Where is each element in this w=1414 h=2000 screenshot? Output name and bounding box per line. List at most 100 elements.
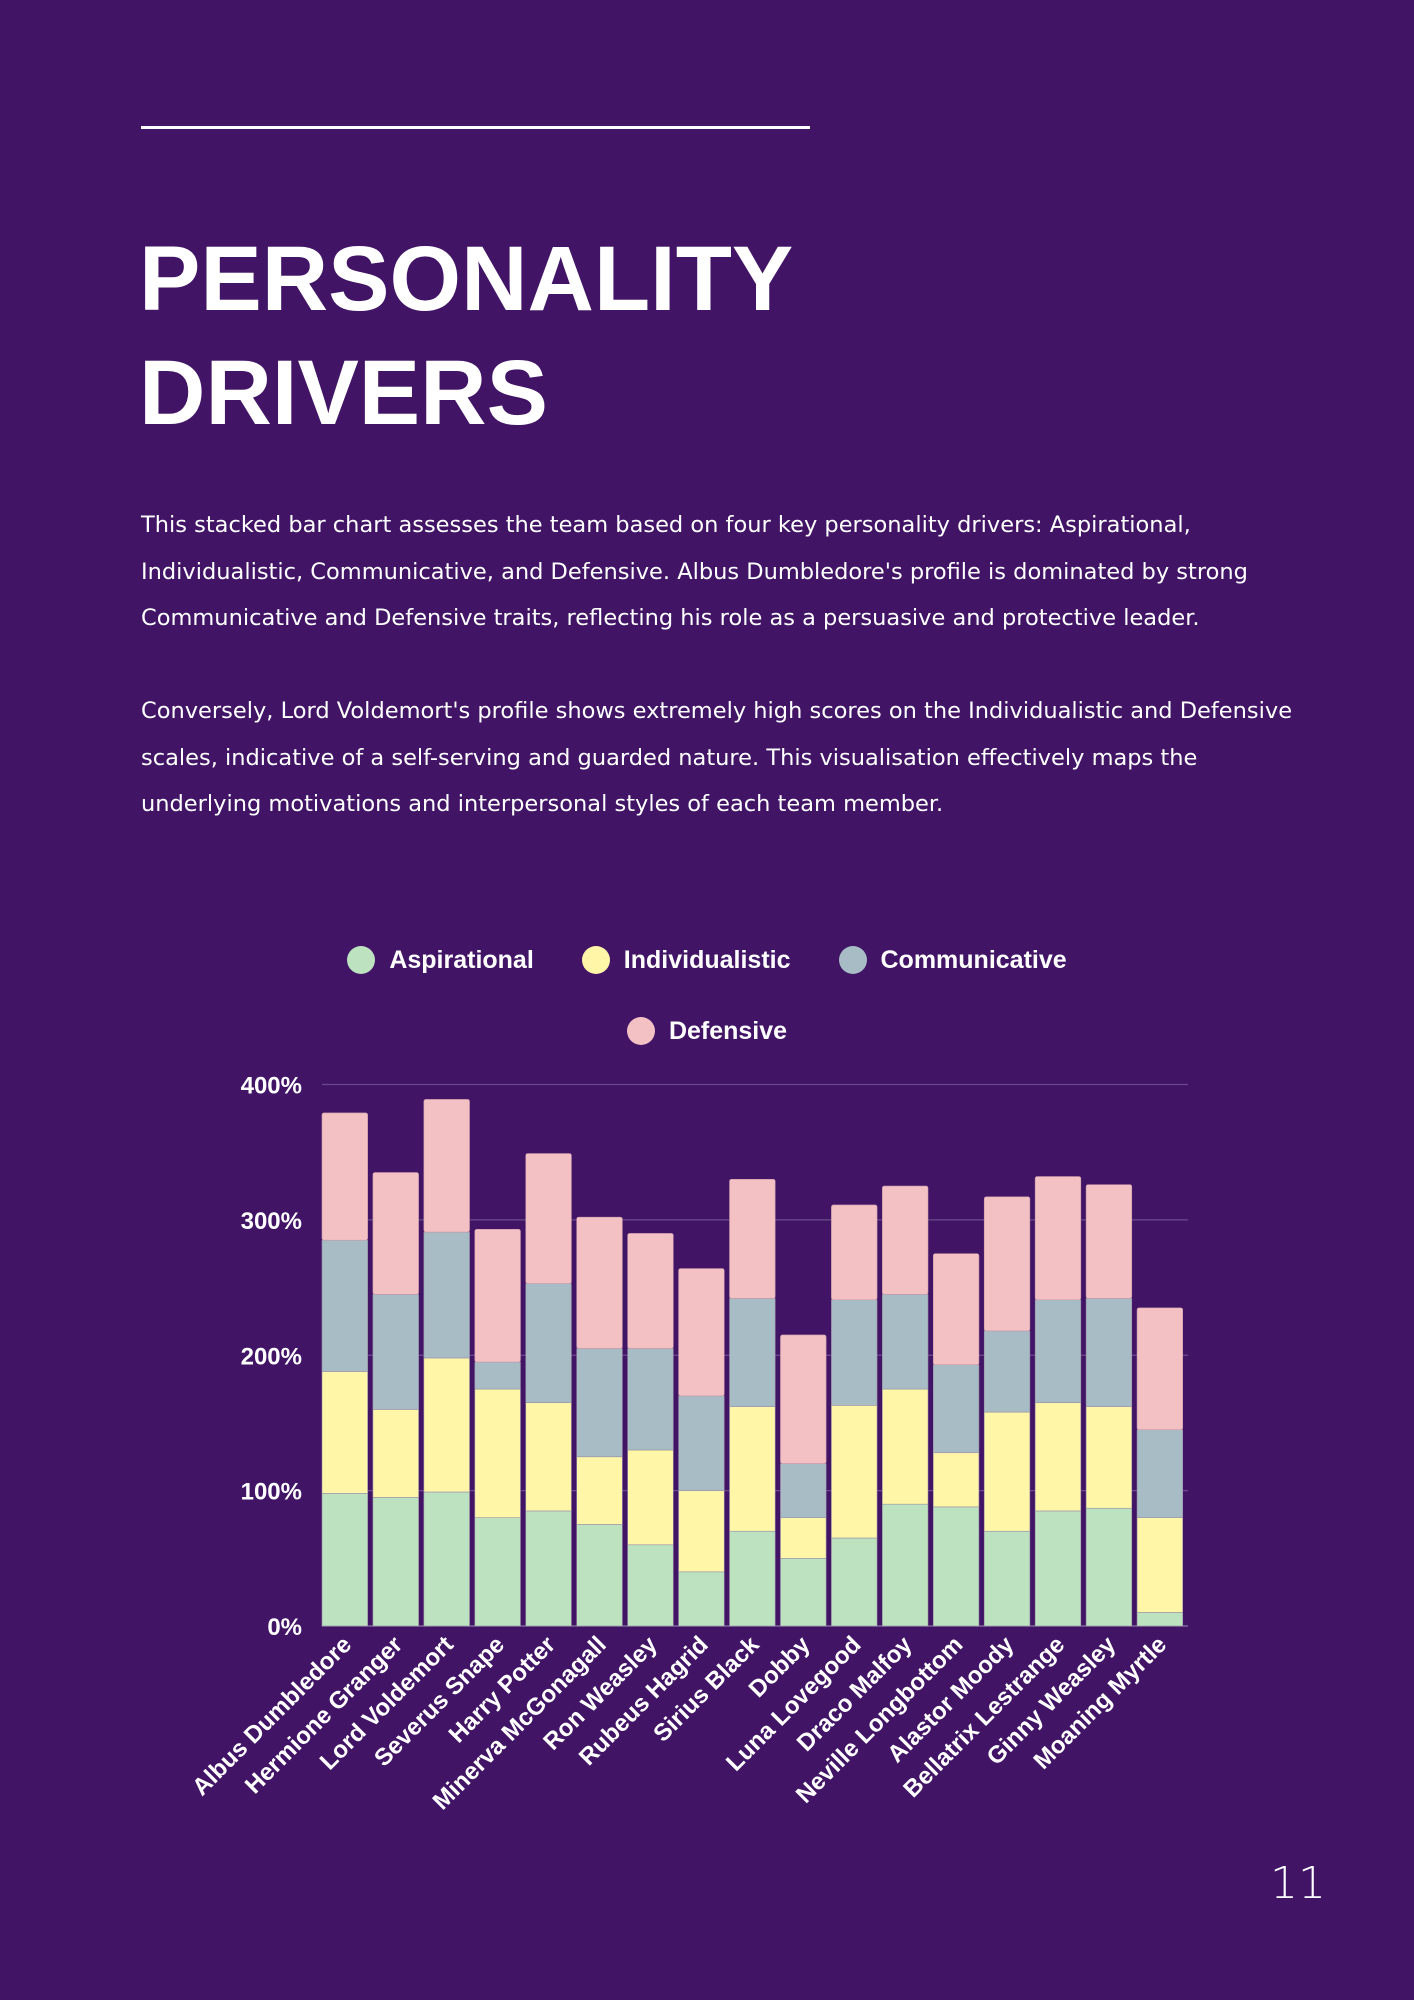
bar-segment-aspirational[interactable] xyxy=(882,1503,929,1627)
bar-segment-aspirational[interactable] xyxy=(729,1530,776,1627)
bar-segment-individualistic[interactable] xyxy=(1136,1517,1184,1613)
bar-stack[interactable] xyxy=(882,1185,929,1627)
y-tick-label: 200% xyxy=(241,1343,302,1370)
bar-stack[interactable] xyxy=(1136,1307,1184,1627)
bar-segment-aspirational[interactable] xyxy=(1136,1612,1184,1627)
bar-segment-defensive[interactable] xyxy=(1034,1176,1082,1301)
bar-segment-communicative[interactable] xyxy=(1136,1429,1184,1519)
bar-segment-communicative[interactable] xyxy=(1085,1298,1133,1407)
bar-segment-communicative[interactable] xyxy=(321,1239,368,1372)
bar-segment-aspirational[interactable] xyxy=(627,1544,674,1627)
bar-segment-defensive[interactable] xyxy=(1085,1184,1133,1299)
bar-segment-communicative[interactable] xyxy=(525,1283,572,1403)
bar-stack[interactable] xyxy=(474,1229,521,1627)
bar-segment-communicative[interactable] xyxy=(627,1348,674,1451)
bar-segment-aspirational[interactable] xyxy=(932,1506,980,1627)
bar-segment-individualistic[interactable] xyxy=(983,1411,1031,1532)
bar-stack[interactable] xyxy=(1034,1176,1082,1627)
bar-segment-communicative[interactable] xyxy=(932,1364,980,1454)
bar-segment-aspirational[interactable] xyxy=(983,1530,1031,1627)
bar-segment-defensive[interactable] xyxy=(474,1229,521,1363)
legend-item-communicative[interactable]: Communicative xyxy=(838,945,1067,975)
bar-segment-individualistic[interactable] xyxy=(882,1388,929,1505)
bar-segment-individualistic[interactable] xyxy=(729,1406,776,1532)
bar-stack[interactable] xyxy=(525,1153,572,1627)
bar-segment-communicative[interactable] xyxy=(1034,1299,1082,1403)
bar-stack[interactable] xyxy=(372,1172,419,1627)
bar-segment-aspirational[interactable] xyxy=(576,1524,623,1627)
bar-segment-individualistic[interactable] xyxy=(831,1405,878,1539)
bar-segment-communicative[interactable] xyxy=(983,1330,1031,1413)
bar-segment-aspirational[interactable] xyxy=(423,1491,470,1627)
bar-segment-communicative[interactable] xyxy=(831,1299,878,1406)
bar-segment-individualistic[interactable] xyxy=(678,1490,725,1573)
bar-segment-aspirational[interactable] xyxy=(372,1497,419,1627)
legend-item-aspirational[interactable]: Aspirational xyxy=(347,945,534,975)
bar-segment-communicative[interactable] xyxy=(729,1298,776,1407)
bar-segment-individualistic[interactable] xyxy=(1085,1406,1133,1509)
y-tick-label: 0% xyxy=(267,1614,302,1641)
bar-segment-defensive[interactable] xyxy=(576,1216,623,1349)
bar-stack[interactable] xyxy=(1085,1184,1133,1627)
bar-stack[interactable] xyxy=(576,1216,623,1627)
bar-segment-communicative[interactable] xyxy=(474,1361,521,1390)
bar-segment-aspirational[interactable] xyxy=(831,1537,878,1627)
page-number: 11 xyxy=(1270,1858,1326,1909)
bar-segment-aspirational[interactable] xyxy=(1034,1510,1082,1627)
bar-stack[interactable] xyxy=(678,1268,725,1627)
legend-item-individualistic[interactable]: Individualistic xyxy=(581,946,791,975)
bar-segment-aspirational[interactable] xyxy=(321,1493,368,1627)
bar-stack[interactable] xyxy=(780,1334,827,1627)
bar-segment-defensive[interactable] xyxy=(1136,1307,1184,1431)
bar-segment-communicative[interactable] xyxy=(678,1395,725,1491)
bar-segment-communicative[interactable] xyxy=(372,1294,419,1410)
bar-segment-defensive[interactable] xyxy=(983,1196,1031,1332)
bar-segment-communicative[interactable] xyxy=(576,1348,623,1458)
bar-segment-communicative[interactable] xyxy=(882,1294,929,1390)
legend-label-aspirational: Aspirational xyxy=(389,945,534,974)
bar-segment-defensive[interactable] xyxy=(423,1099,470,1233)
bar-stack[interactable] xyxy=(932,1253,980,1627)
legend-item-defensive[interactable]: Defensive xyxy=(626,1016,788,1046)
bar-segment-defensive[interactable] xyxy=(882,1185,929,1295)
y-axis: 0% 100% 200% 300% 400% xyxy=(241,1073,302,1642)
bar-stack[interactable] xyxy=(729,1178,776,1627)
bar-stack[interactable] xyxy=(423,1099,470,1627)
bar-segment-defensive[interactable] xyxy=(780,1334,827,1464)
bar-segment-defensive[interactable] xyxy=(321,1112,368,1241)
bar-segment-aspirational[interactable] xyxy=(474,1517,521,1627)
bar-segment-communicative[interactable] xyxy=(423,1231,470,1359)
bar-stack[interactable] xyxy=(831,1204,878,1627)
bar-segment-aspirational[interactable] xyxy=(678,1571,725,1627)
bar-segment-defensive[interactable] xyxy=(525,1153,572,1284)
bar-segment-defensive[interactable] xyxy=(627,1233,674,1349)
bar-segment-individualistic[interactable] xyxy=(474,1388,521,1518)
bar-segment-aspirational[interactable] xyxy=(780,1558,827,1627)
bar-segment-individualistic[interactable] xyxy=(423,1357,470,1493)
bar-segment-individualistic[interactable] xyxy=(627,1449,674,1546)
legend-label-defensive: Defensive xyxy=(668,1016,788,1045)
bar-segment-individualistic[interactable] xyxy=(932,1452,980,1508)
bar-stack[interactable] xyxy=(321,1112,368,1627)
bar-segment-defensive[interactable] xyxy=(372,1172,419,1295)
bar-segment-aspirational[interactable] xyxy=(1085,1507,1133,1627)
legend-swatch-aspirational xyxy=(347,946,376,974)
legend-label-communicative: Communicative xyxy=(880,945,1067,974)
bar-segment-defensive[interactable] xyxy=(729,1178,776,1299)
bar-segment-aspirational[interactable] xyxy=(525,1510,572,1627)
bar-segment-individualistic[interactable] xyxy=(372,1409,419,1498)
bar-segment-individualistic[interactable] xyxy=(1034,1402,1082,1512)
bar-segment-individualistic[interactable] xyxy=(525,1402,572,1512)
bar-stack[interactable] xyxy=(983,1196,1031,1627)
bar-segment-defensive[interactable] xyxy=(831,1204,878,1301)
bar-segment-individualistic[interactable] xyxy=(321,1371,368,1494)
bar-segment-communicative[interactable] xyxy=(780,1463,827,1519)
bar-segment-individualistic[interactable] xyxy=(576,1456,623,1525)
bar-segment-individualistic[interactable] xyxy=(780,1517,827,1559)
bar-segment-defensive[interactable] xyxy=(932,1253,980,1366)
bar-segment-defensive[interactable] xyxy=(678,1268,725,1397)
description-paragraph-1: This stacked bar chart assesses the team… xyxy=(141,512,1248,631)
y-tick-label: 100% xyxy=(241,1479,302,1506)
bar-stack[interactable] xyxy=(627,1233,674,1627)
